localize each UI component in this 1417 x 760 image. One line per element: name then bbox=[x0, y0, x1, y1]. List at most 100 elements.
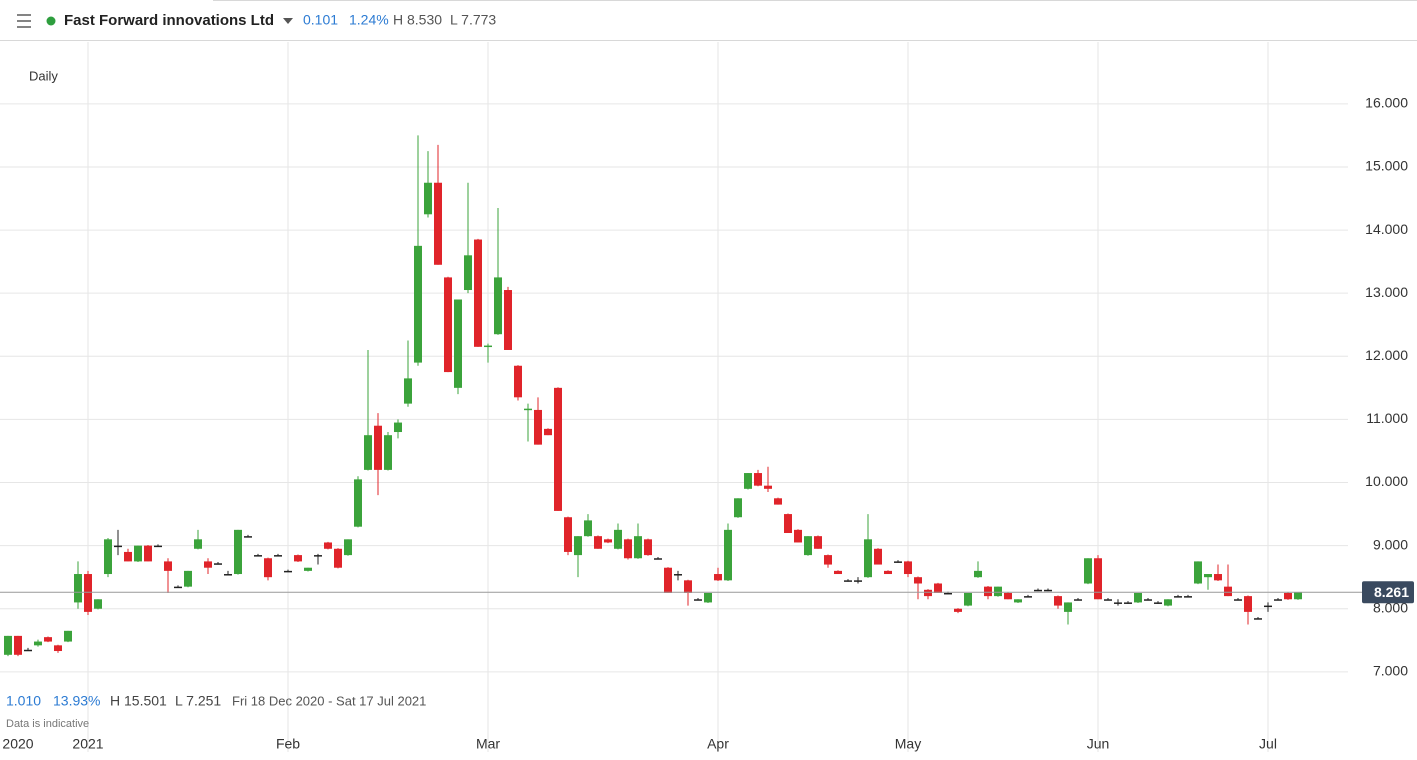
candle-body bbox=[1054, 596, 1062, 606]
x-tick-label: May bbox=[895, 736, 921, 752]
y-tick-label: 10.000 bbox=[1365, 473, 1408, 489]
candle-body bbox=[994, 586, 1002, 597]
candle-body bbox=[154, 545, 162, 548]
candle-body bbox=[94, 599, 102, 609]
candle-body bbox=[1214, 574, 1222, 581]
candle-body bbox=[34, 641, 42, 646]
candle-body bbox=[824, 555, 832, 565]
header-change: 0.101 bbox=[303, 12, 338, 28]
candle-body bbox=[864, 539, 872, 578]
candle-body bbox=[1294, 592, 1302, 600]
candle-body bbox=[884, 570, 892, 575]
candle-body bbox=[674, 574, 682, 576]
candle-body bbox=[554, 387, 562, 511]
x-tick-label: 2020 bbox=[2, 736, 33, 752]
candle-body bbox=[784, 514, 792, 534]
footer-change-pct: 13.93% bbox=[53, 693, 100, 709]
candle-body bbox=[794, 529, 802, 543]
candle-body bbox=[24, 649, 32, 652]
y-tick-label: 15.000 bbox=[1365, 158, 1408, 174]
candle-body bbox=[394, 422, 402, 433]
candle-body bbox=[524, 408, 532, 411]
candle-body bbox=[284, 570, 292, 573]
candle-body bbox=[694, 599, 702, 601]
candle-body bbox=[804, 536, 812, 556]
candle-body bbox=[304, 567, 312, 571]
footer-range: Fri 18 Dec 2020 - Sat 17 Jul 2021 bbox=[232, 693, 426, 708]
candle-body bbox=[1124, 602, 1132, 604]
candle-body bbox=[1064, 602, 1072, 612]
candle-body bbox=[144, 545, 152, 562]
candle-body bbox=[744, 473, 752, 489]
candle-body bbox=[104, 539, 112, 575]
x-tick-label: Jun bbox=[1087, 736, 1110, 752]
candle-body bbox=[1004, 592, 1012, 600]
candle-body bbox=[934, 583, 942, 593]
candle-body bbox=[64, 630, 72, 642]
candle-body bbox=[764, 485, 772, 489]
candle-body bbox=[14, 635, 22, 655]
candle-body bbox=[494, 277, 502, 335]
candle-body bbox=[704, 592, 712, 603]
candle-body bbox=[1194, 561, 1202, 584]
candle-body bbox=[544, 428, 552, 436]
y-tick-label: 9.000 bbox=[1373, 536, 1408, 552]
candle-body bbox=[444, 277, 452, 373]
candle-body bbox=[1114, 602, 1122, 604]
candle-body bbox=[1154, 602, 1162, 604]
y-tick-label: 13.000 bbox=[1365, 284, 1408, 300]
header-change-pct: 1.24% bbox=[349, 12, 389, 28]
footer-low: L 7.251 bbox=[175, 693, 221, 709]
candle-body bbox=[844, 580, 852, 582]
candle-body bbox=[634, 536, 642, 559]
candle-body bbox=[364, 435, 372, 470]
candle-body bbox=[1164, 599, 1172, 606]
candle-body bbox=[514, 365, 522, 398]
header-high: H 8.530 bbox=[393, 12, 442, 28]
candle-body bbox=[384, 435, 392, 470]
dropdown-arrow[interactable] bbox=[283, 18, 293, 24]
candle-body bbox=[594, 536, 602, 549]
candle-body bbox=[234, 529, 242, 575]
menu-icon[interactable] bbox=[17, 14, 31, 28]
candle-body bbox=[314, 555, 322, 557]
candle-body bbox=[424, 182, 432, 215]
candle-body bbox=[84, 574, 92, 612]
y-tick-label: 7.000 bbox=[1373, 663, 1408, 679]
candle-body bbox=[714, 574, 722, 581]
candle-body bbox=[1174, 596, 1182, 598]
candle-body bbox=[1024, 596, 1032, 598]
candle-body bbox=[184, 570, 192, 587]
candle-body bbox=[614, 529, 622, 549]
candle-body bbox=[294, 555, 302, 562]
header-low: L 7.773 bbox=[450, 12, 496, 28]
candle-body bbox=[1274, 599, 1282, 601]
candle-body bbox=[644, 539, 652, 556]
candle-body bbox=[1234, 599, 1242, 601]
y-tick-label: 14.000 bbox=[1365, 221, 1408, 237]
candle-body bbox=[374, 425, 382, 470]
x-tick-label: Feb bbox=[276, 736, 300, 752]
candle-body bbox=[214, 563, 222, 565]
candle-body bbox=[974, 570, 982, 578]
candle-body bbox=[754, 473, 762, 486]
candle-body bbox=[114, 545, 122, 548]
candle-body bbox=[504, 290, 512, 350]
candle-body bbox=[904, 561, 912, 575]
candle-body bbox=[654, 558, 662, 560]
candle-body bbox=[894, 561, 902, 563]
instrument-name[interactable]: Fast Forward innovations Ltd bbox=[64, 12, 274, 29]
candle-body bbox=[564, 517, 572, 552]
candle-body bbox=[134, 545, 142, 562]
candle-body bbox=[454, 299, 462, 388]
interval[interactable]: Daily bbox=[29, 68, 58, 83]
candle-body bbox=[464, 255, 472, 291]
candle-body bbox=[274, 555, 282, 557]
candle-body bbox=[414, 245, 422, 363]
candle-body bbox=[124, 551, 132, 562]
x-tick-label: Apr bbox=[707, 736, 729, 752]
candle-body bbox=[164, 561, 172, 571]
candle-body bbox=[334, 548, 342, 568]
